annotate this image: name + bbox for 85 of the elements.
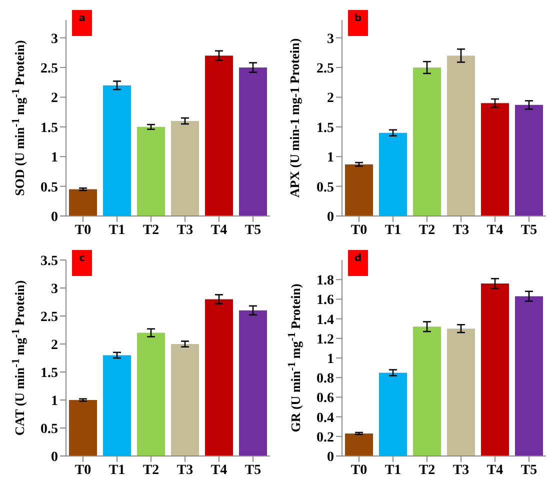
x-tick-label: T1 (108, 462, 126, 478)
y-tick-label: 1 (51, 394, 58, 409)
bar (69, 400, 97, 456)
y-tick-label: 0.4 (316, 410, 334, 426)
bar (345, 164, 373, 216)
bar (447, 328, 475, 456)
y-tick-label: 2 (51, 91, 58, 106)
y-tick-label: 0.5 (316, 180, 334, 196)
x-tick-label: T0 (350, 462, 368, 478)
y-tick-label: 2.5 (316, 61, 334, 76)
x-tick-label: T5 (244, 222, 262, 238)
y-tick-label: 2 (327, 91, 334, 106)
y-tick-label: 0.8 (316, 372, 334, 387)
y-tick-label: 3.5 (40, 254, 58, 269)
bar (515, 104, 543, 216)
bar (239, 68, 267, 216)
bar (481, 284, 509, 456)
y-tick-label: 1.4 (316, 312, 334, 328)
panel-tag: c (72, 250, 92, 276)
y-tick-label: 0 (327, 210, 334, 225)
x-tick-label: T4 (210, 222, 228, 238)
y-tick-label: 1.2 (316, 332, 334, 348)
panel-tag: b (348, 10, 368, 36)
x-tick-label: T3 (176, 222, 194, 238)
x-tick-label: T1 (384, 462, 402, 478)
bar (345, 433, 373, 456)
x-tick-label: T0 (74, 222, 92, 238)
y-tick-label: 0 (51, 210, 58, 225)
bar (239, 310, 267, 456)
y-tick-label: 1.8 (316, 274, 334, 289)
bar (137, 126, 165, 216)
bar (379, 372, 407, 456)
panel-tag: d (348, 250, 368, 276)
x-tick-label: T3 (452, 222, 470, 238)
x-tick-label: T2 (418, 222, 436, 238)
y-tick-label: 0 (51, 450, 58, 465)
y-tick-label: 2.5 (40, 310, 58, 325)
y-tick-label: 0.5 (40, 422, 58, 437)
y-tick-label: 3 (51, 32, 58, 47)
x-tick-label: T5 (244, 462, 262, 478)
bar (413, 326, 441, 456)
y-tick-label: 1.5 (316, 120, 334, 136)
y-tick-label: 0.5 (40, 180, 58, 196)
y-tick-label: 3 (327, 32, 334, 47)
x-tick-label: T4 (486, 462, 504, 478)
x-tick-label: T2 (142, 462, 160, 478)
x-tick-label: T1 (384, 222, 402, 238)
bar (379, 132, 407, 216)
x-tick-label: T0 (350, 222, 368, 238)
bar (515, 296, 543, 456)
bar (447, 56, 475, 216)
x-tick-label: T5 (520, 222, 538, 238)
x-tick-label: T3 (452, 462, 470, 478)
y-tick-label: 0 (327, 450, 334, 465)
bar (137, 332, 165, 456)
y-tick-label: 0.6 (316, 391, 334, 406)
bar (413, 68, 441, 216)
y-tick-label: 1.5 (40, 120, 58, 136)
y-axis-title: APX (U min-1 mg-1 Protein) (287, 38, 303, 198)
bar (205, 56, 233, 216)
bar (205, 299, 233, 456)
y-tick-label: 3 (51, 282, 58, 297)
bar (103, 85, 131, 216)
x-tick-label: T3 (176, 462, 194, 478)
x-tick-label: T4 (210, 462, 228, 478)
y-tick-label: 1 (327, 352, 334, 367)
panel-tag: a (72, 10, 92, 36)
y-tick-label: 1 (327, 150, 334, 166)
y-tick-label: 2 (51, 338, 58, 353)
bar (171, 344, 199, 456)
y-tick-label: 1 (51, 150, 58, 166)
bar (481, 103, 509, 216)
y-tick-label: 1.6 (316, 293, 334, 308)
y-tick-label: 0.2 (316, 430, 334, 446)
x-tick-label: T2 (418, 462, 436, 478)
x-tick-label: T2 (142, 222, 160, 238)
bar (103, 355, 131, 456)
x-tick-label: T4 (486, 222, 504, 238)
bar (171, 120, 199, 216)
x-tick-label: T0 (74, 462, 92, 478)
x-tick-label: T5 (520, 462, 538, 478)
y-tick-label: 1.5 (40, 366, 58, 381)
y-tick-label: 2.5 (40, 61, 58, 76)
x-tick-label: T1 (108, 222, 126, 238)
bar (69, 189, 97, 216)
